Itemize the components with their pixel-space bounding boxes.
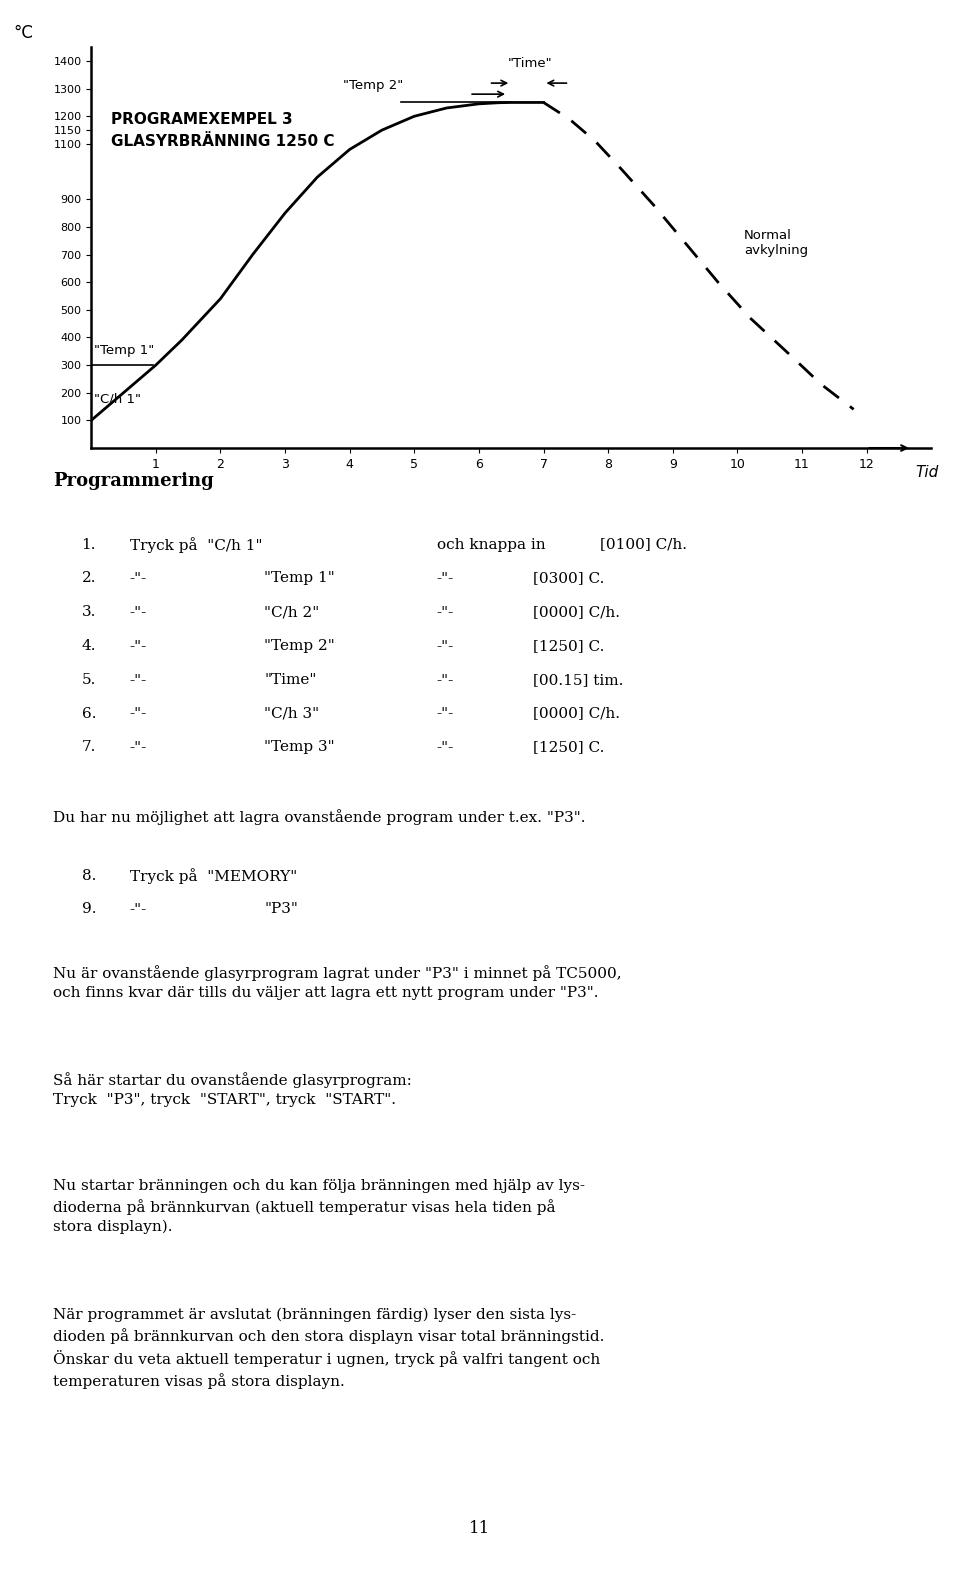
Text: 7.: 7. [82, 740, 96, 755]
Text: -"-: -"- [437, 640, 454, 652]
Text: "C/h 1": "C/h 1" [94, 391, 141, 406]
Text: "P3": "P3" [264, 902, 298, 916]
Text: Tryck på  "MEMORY": Tryck på "MEMORY" [130, 868, 297, 885]
Text: "Temp 1": "Temp 1" [264, 571, 335, 585]
Text: När programmet är avslutat (bränningen färdig) lyser den sista lys-
dioden på br: När programmet är avslutat (bränningen f… [53, 1308, 604, 1390]
Text: "Time": "Time" [264, 673, 317, 687]
Text: -"-: -"- [130, 640, 147, 652]
Text: 4.: 4. [82, 640, 96, 652]
Text: "Time": "Time" [508, 57, 553, 71]
Text: Du har nu möjlighet att lagra ovanstående program under t.ex. "P3".: Du har nu möjlighet att lagra ovanståend… [53, 808, 586, 825]
Text: "Temp 1": "Temp 1" [94, 344, 155, 357]
Text: Så här startar du ovanstående glasyrprogram:
Tryck  "P3", tryck  "START", tryck : Så här startar du ovanstående glasyrprog… [53, 1072, 412, 1107]
Text: Tryck på  "C/h 1": Tryck på "C/h 1" [130, 538, 262, 553]
Text: GLASYRBRÄNNING 1250 C: GLASYRBRÄNNING 1250 C [110, 134, 334, 149]
Text: 5.: 5. [82, 673, 96, 687]
Text: 3.: 3. [82, 605, 96, 619]
Text: -"-: -"- [130, 902, 147, 916]
Text: och knappa in: och knappa in [437, 538, 545, 552]
Text: Tid: Tid [915, 465, 938, 479]
Text: °C: °C [13, 24, 34, 41]
Text: -"-: -"- [130, 571, 147, 585]
Text: "C/h 2": "C/h 2" [264, 605, 320, 619]
Text: [00.15] tim.: [00.15] tim. [533, 673, 623, 687]
Text: 1.: 1. [82, 538, 96, 552]
Text: Nu är ovanstående glasyrprogram lagrat under "P3" i minnet på TC5000,
och finns : Nu är ovanstående glasyrprogram lagrat u… [53, 965, 621, 1000]
Text: -"-: -"- [437, 605, 454, 619]
Text: -"-: -"- [130, 605, 147, 619]
Text: -"-: -"- [130, 740, 147, 755]
Text: "C/h 3": "C/h 3" [264, 707, 319, 720]
Text: -"-: -"- [437, 740, 454, 755]
Text: -"-: -"- [130, 673, 147, 687]
Text: -"-: -"- [437, 673, 454, 687]
Text: Normal
avkylning: Normal avkylning [744, 230, 808, 258]
Text: 11: 11 [469, 1520, 491, 1537]
Text: [0000] C/h.: [0000] C/h. [533, 605, 620, 619]
Text: Programmering: Programmering [53, 472, 213, 489]
Text: -"-: -"- [437, 707, 454, 720]
Text: 6.: 6. [82, 707, 96, 720]
Text: 9.: 9. [82, 902, 96, 916]
Text: Nu startar bränningen och du kan följa bränningen med hjälp av lys-
dioderna på : Nu startar bränningen och du kan följa b… [53, 1179, 585, 1234]
Text: "Temp 2": "Temp 2" [344, 79, 403, 93]
Text: 2.: 2. [82, 571, 96, 585]
Text: "Temp 2": "Temp 2" [264, 640, 335, 652]
Text: -"-: -"- [437, 571, 454, 585]
Text: "Temp 3": "Temp 3" [264, 740, 335, 755]
Text: PROGRAMEXEMPEL 3: PROGRAMEXEMPEL 3 [110, 112, 292, 126]
Text: [0100] C/h.: [0100] C/h. [600, 538, 687, 552]
Text: 8.: 8. [82, 868, 96, 882]
Text: [0000] C/h.: [0000] C/h. [533, 707, 620, 720]
Text: -"-: -"- [130, 707, 147, 720]
Text: [0300] C.: [0300] C. [533, 571, 604, 585]
Text: [1250] C.: [1250] C. [533, 640, 604, 652]
Text: [1250] C.: [1250] C. [533, 740, 604, 755]
